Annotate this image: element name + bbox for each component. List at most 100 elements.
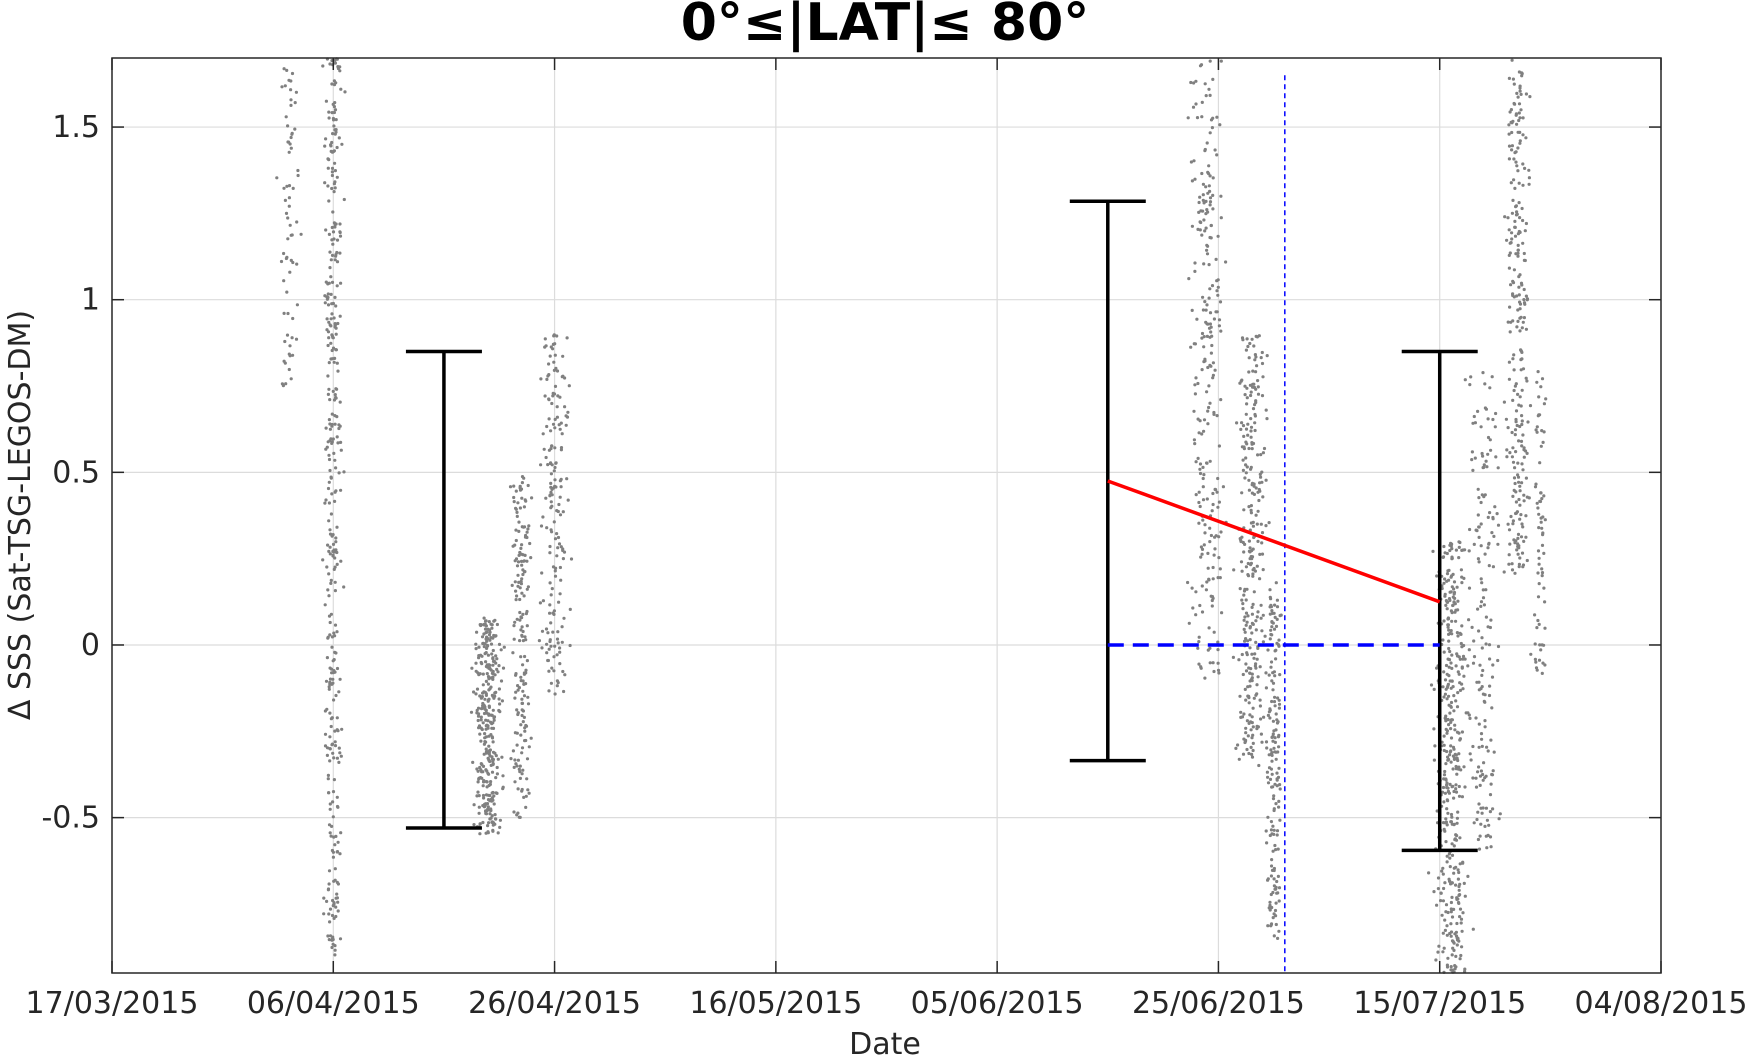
- data-point: [338, 230, 342, 235]
- data-point: [537, 639, 542, 643]
- data-point: [1461, 911, 1465, 915]
- data-point: [1207, 405, 1211, 410]
- data-point: [518, 815, 522, 820]
- data-point: [475, 687, 480, 691]
- data-point: [1204, 308, 1208, 312]
- data-point: [1276, 936, 1280, 941]
- data-point: [331, 336, 335, 340]
- data-point: [1442, 670, 1446, 674]
- data-point: [1269, 767, 1273, 771]
- data-point: [1251, 407, 1256, 411]
- data-point: [1468, 752, 1472, 756]
- data-point: [1520, 414, 1524, 418]
- data-point: [514, 538, 518, 543]
- data-point: [323, 144, 327, 148]
- data-point: [1471, 776, 1475, 780]
- data-point: [329, 292, 333, 296]
- data-point: [1269, 820, 1273, 824]
- data-point: [1517, 285, 1521, 289]
- data-point: [501, 666, 506, 670]
- data-point: [553, 353, 557, 357]
- data-point: [1435, 903, 1439, 907]
- data-point: [1487, 564, 1491, 568]
- data-point: [336, 840, 340, 844]
- data-point: [286, 237, 290, 241]
- data-point: [548, 581, 552, 585]
- y-tick-label: 1.5: [52, 110, 100, 145]
- data-point: [513, 758, 517, 762]
- data-point: [1250, 549, 1254, 553]
- data-point: [1442, 650, 1446, 654]
- data-point: [327, 281, 331, 285]
- data-point: [489, 642, 494, 646]
- data-point: [482, 711, 487, 716]
- data-point: [329, 317, 333, 321]
- data-point: [482, 616, 486, 620]
- data-point: [1513, 225, 1517, 229]
- data-point: [1536, 549, 1541, 553]
- data-point: [1206, 566, 1210, 570]
- data-point: [1210, 284, 1215, 288]
- data-point: [519, 733, 523, 737]
- data-point: [1483, 552, 1487, 556]
- data-point: [1250, 442, 1254, 446]
- data-point: [1512, 157, 1516, 161]
- data-point: [526, 483, 530, 488]
- data-point: [331, 437, 335, 441]
- data-point: [479, 718, 483, 722]
- data-point: [326, 292, 330, 296]
- data-point: [1488, 510, 1492, 515]
- data-point: [1259, 616, 1263, 620]
- data-point: [1196, 381, 1200, 386]
- data-point: [1216, 576, 1220, 580]
- data-point: [1213, 535, 1217, 539]
- data-point: [1268, 777, 1273, 782]
- data-point: [481, 793, 486, 798]
- data-point: [524, 724, 529, 728]
- data-point: [1247, 751, 1251, 756]
- data-point: [1203, 676, 1207, 680]
- data-point: [526, 788, 530, 792]
- data-point: [560, 432, 564, 436]
- data-point: [1206, 422, 1210, 426]
- x-tick-label: 05/06/2015: [911, 986, 1084, 1021]
- data-point: [1446, 910, 1450, 915]
- data-point: [1446, 786, 1450, 790]
- data-point: [1445, 607, 1449, 611]
- data-point: [1510, 568, 1515, 572]
- data-point: [1244, 738, 1248, 742]
- overlays: [405, 75, 1478, 973]
- data-point: [334, 834, 338, 839]
- data-point: [1216, 648, 1220, 652]
- data-point: [1475, 817, 1479, 822]
- data-point: [1243, 687, 1247, 692]
- data-point: [1272, 729, 1276, 733]
- data-point: [498, 710, 502, 714]
- data-point: [1276, 847, 1280, 851]
- data-point: [1202, 543, 1206, 547]
- data-point: [552, 360, 556, 364]
- data-point: [287, 78, 291, 82]
- data-point: [1451, 745, 1456, 750]
- data-point: [491, 708, 495, 712]
- data-point: [489, 668, 493, 672]
- data-point: [1537, 622, 1541, 627]
- data-point: [321, 64, 325, 68]
- data-point: [1252, 566, 1256, 571]
- data-point: [1209, 325, 1213, 329]
- data-point: [558, 662, 562, 666]
- data-point: [1256, 539, 1260, 544]
- data-point: [1277, 886, 1282, 890]
- data-point: [1209, 330, 1213, 334]
- data-point: [562, 616, 566, 620]
- data-point: [334, 466, 338, 470]
- data-point: [1242, 712, 1246, 716]
- data-point: [1206, 210, 1210, 214]
- data-point: [1463, 378, 1467, 382]
- data-point: [1217, 535, 1221, 539]
- data-point: [499, 679, 504, 683]
- data-point: [1211, 376, 1215, 380]
- data-point: [1533, 613, 1537, 617]
- data-point: [1541, 515, 1545, 519]
- data-point: [328, 250, 332, 254]
